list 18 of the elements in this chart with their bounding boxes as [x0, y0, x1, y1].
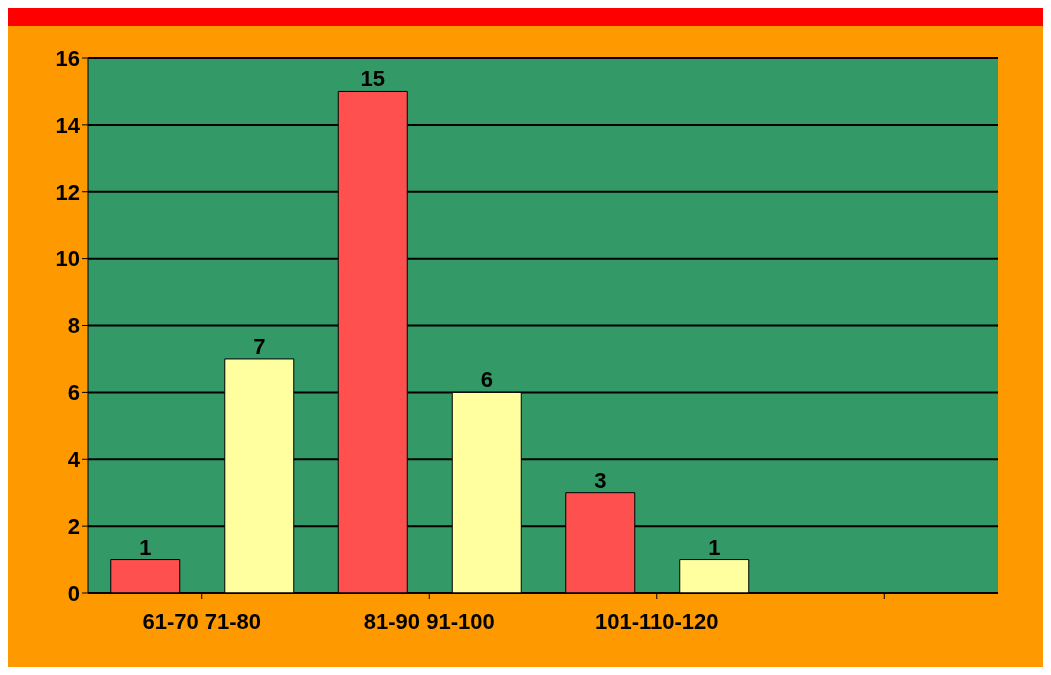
y-tick-label: 12: [55, 179, 80, 205]
x-tick-label: 101-110-120: [594, 608, 719, 634]
x-tick-label: 61-70 71-80: [142, 608, 262, 634]
data-label: 1: [708, 534, 721, 560]
y-tick-label: 16: [55, 45, 80, 71]
y-tick-label: 8: [67, 313, 80, 339]
y-tick-label: 4: [67, 447, 81, 473]
data-label: 3: [594, 467, 607, 493]
y-tick-label: 2: [67, 513, 80, 539]
y-tick-label: 6: [67, 380, 80, 406]
data-label: 6: [480, 367, 493, 393]
data-label: 15: [360, 66, 385, 92]
y-tick-label: 0: [67, 580, 80, 606]
y-tick-label: 14: [55, 112, 81, 138]
y-tick-label: 10: [55, 246, 80, 272]
data-label: 1: [139, 534, 152, 560]
data-label: 7: [253, 333, 266, 359]
x-tick-label: 81-90 91-100: [363, 608, 495, 634]
